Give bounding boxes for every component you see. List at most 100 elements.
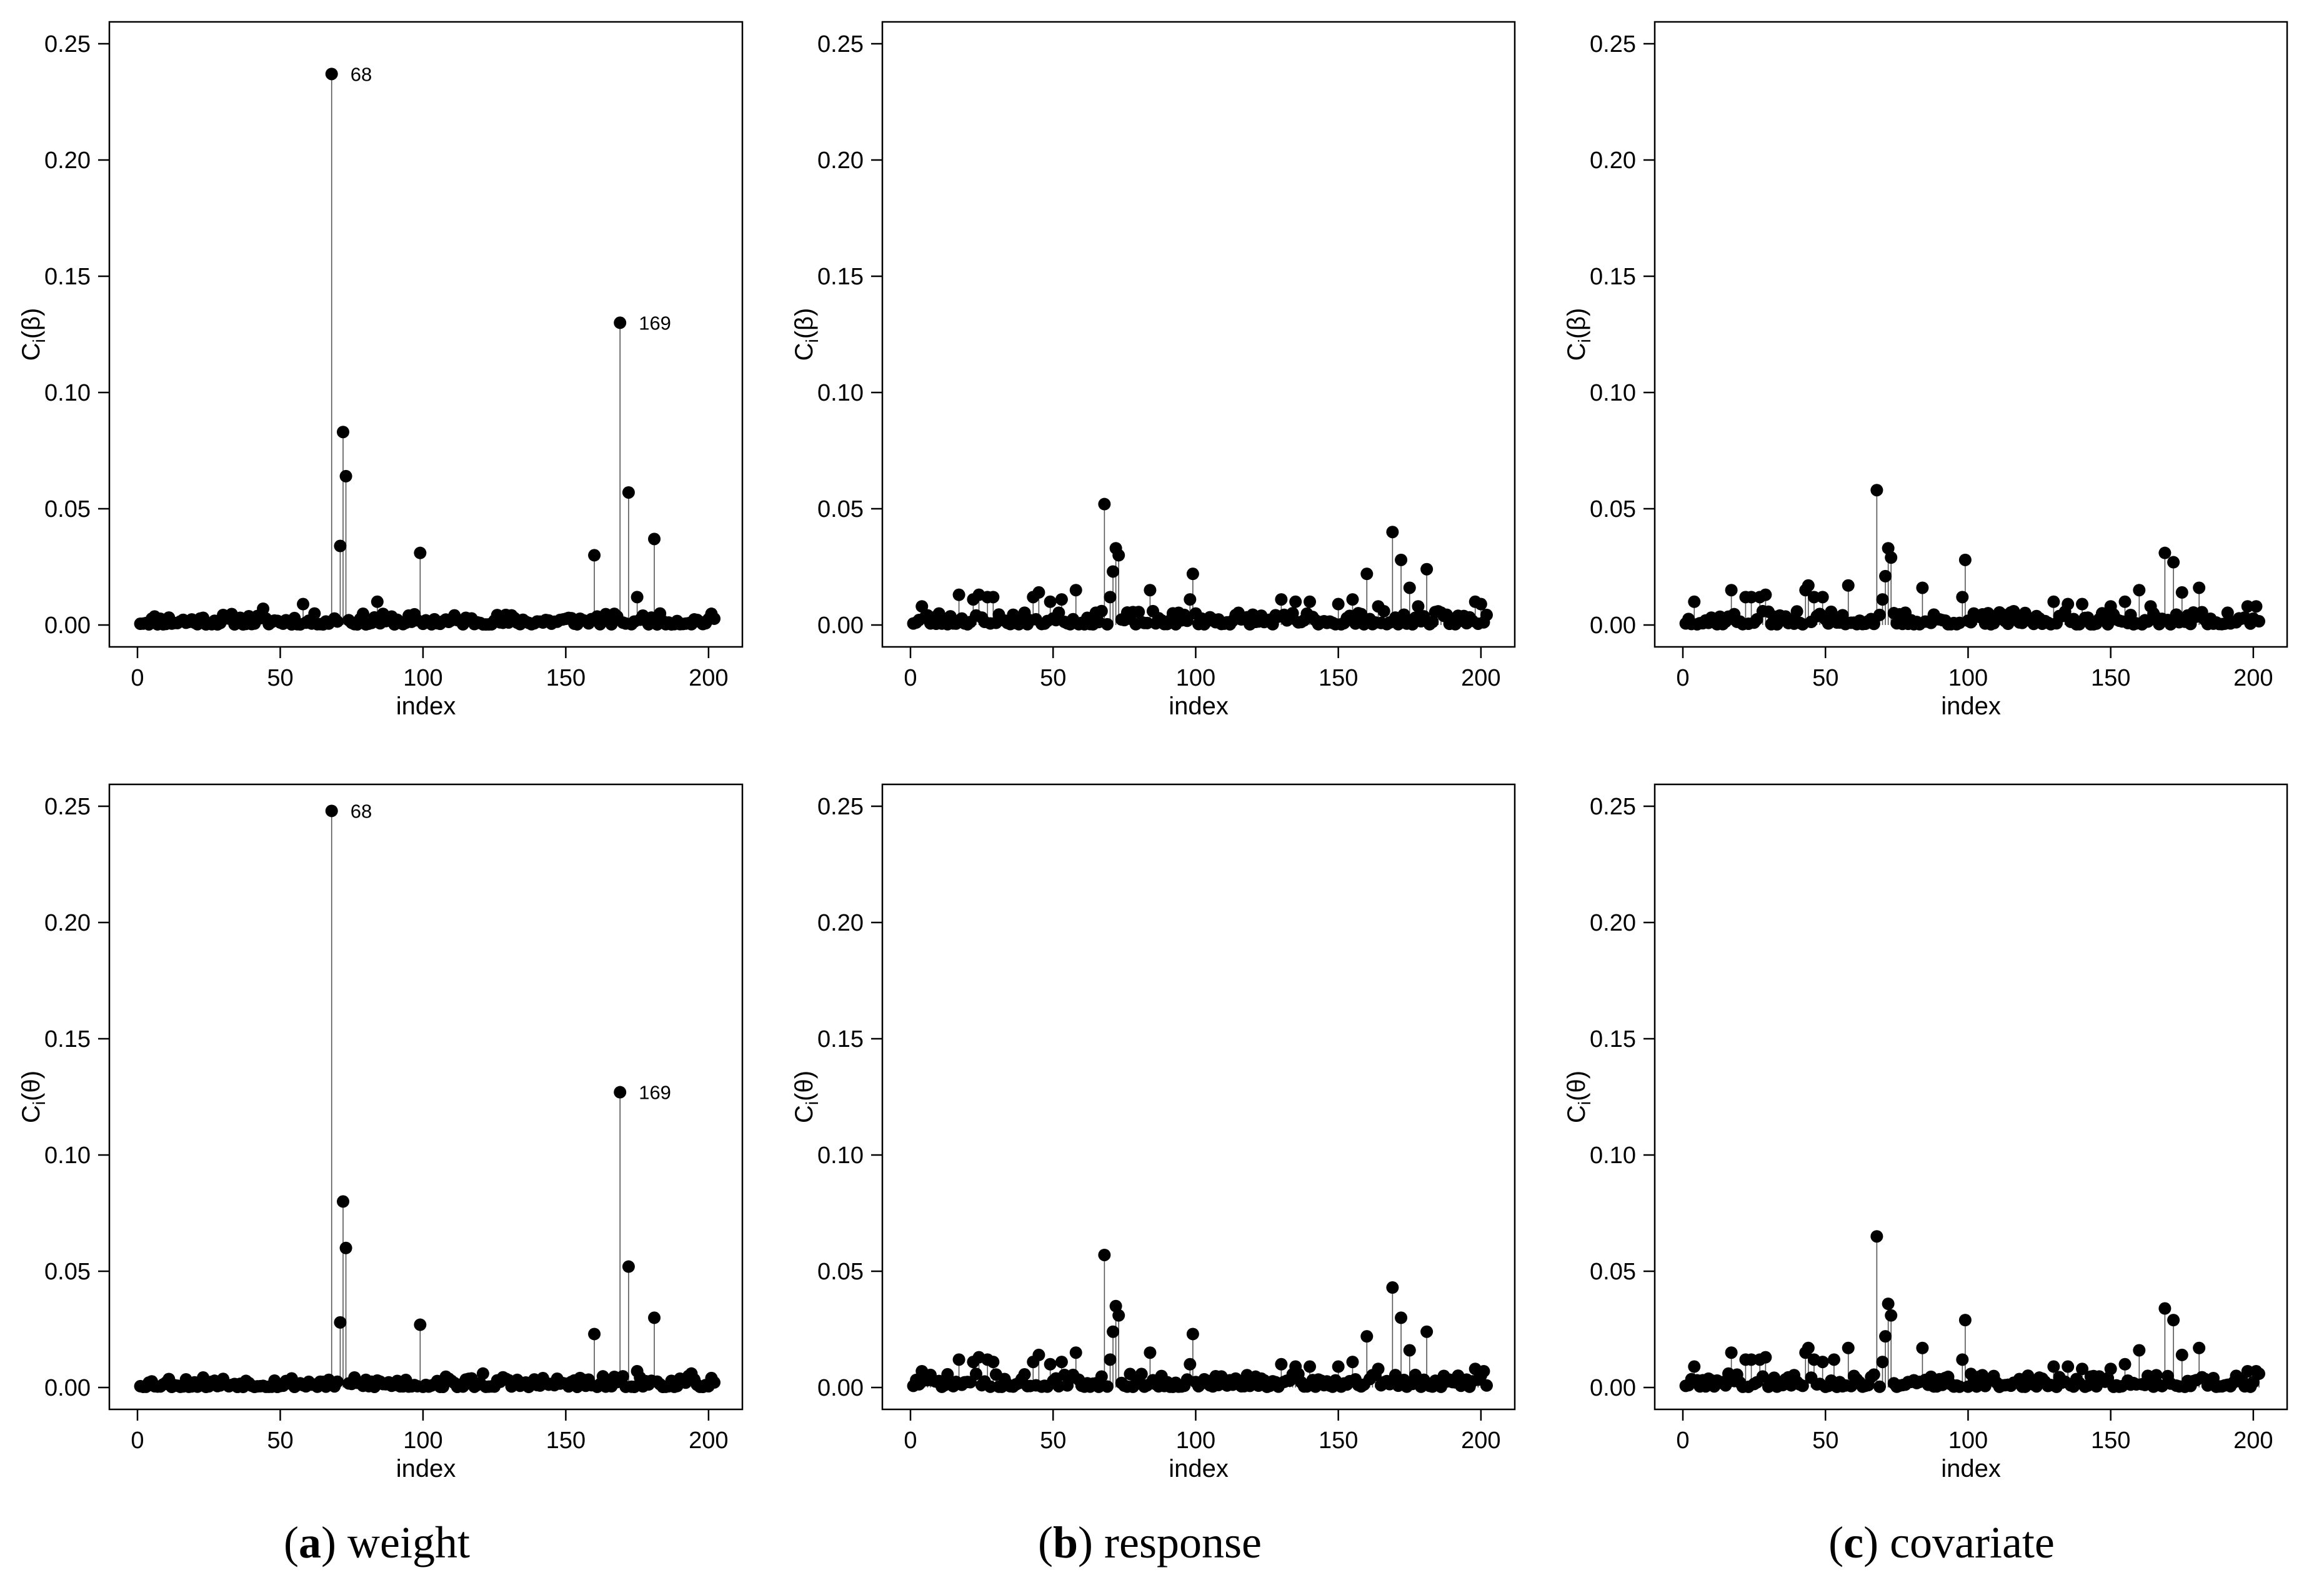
x-tick-label: 200 bbox=[1461, 665, 1500, 691]
data-point bbox=[1688, 1360, 1701, 1373]
subfigure-caption: (c) covariate bbox=[1828, 1518, 2055, 1568]
data-point bbox=[1688, 595, 1701, 608]
y-tick-label: 0.10 bbox=[817, 1142, 864, 1169]
x-tick-label: 0 bbox=[131, 1428, 144, 1454]
plot-frame bbox=[108, 21, 744, 648]
data-points bbox=[907, 1248, 1493, 1393]
y-tick-label: 0.10 bbox=[1590, 380, 1636, 406]
data-point bbox=[1796, 1379, 1809, 1392]
data-point bbox=[1916, 581, 1929, 594]
x-tick-label: 0 bbox=[131, 665, 144, 691]
data-point bbox=[1879, 569, 1892, 582]
data-point bbox=[1474, 598, 1487, 611]
data-point bbox=[1144, 584, 1157, 597]
data-points bbox=[907, 498, 1493, 631]
data-point bbox=[1018, 1368, 1031, 1381]
data-point bbox=[987, 1356, 1000, 1369]
x-tick-label: 0 bbox=[904, 665, 917, 691]
x-tick-label: 100 bbox=[1176, 665, 1215, 691]
data-point bbox=[414, 1318, 427, 1331]
x-tick-label: 100 bbox=[1176, 1428, 1215, 1454]
y-tick-label: 0.25 bbox=[1590, 31, 1636, 58]
y-tick-label: 0.00 bbox=[44, 1375, 91, 1401]
point-label: 68 bbox=[351, 800, 372, 822]
data-point bbox=[984, 1380, 997, 1393]
data-point bbox=[708, 612, 721, 625]
data-point bbox=[2167, 556, 2180, 569]
chart-panel-6: 0.00 0.05 0.10 0.15 0.20 0.25 0 50 100 150 200 inde… bbox=[1563, 783, 2288, 1482]
data-point bbox=[1186, 568, 1199, 581]
chart-panel-4: 0.00 0.05 0.10 0.15 0.20 0.25 0 50 100 150 200 inde… bbox=[17, 783, 744, 1482]
x-tick-label: 50 bbox=[1812, 1428, 1838, 1454]
x-tick-label: 100 bbox=[1948, 1428, 1988, 1454]
y-tick-label: 0.25 bbox=[817, 31, 864, 58]
data-point bbox=[1885, 1309, 1898, 1322]
data-point bbox=[1095, 1370, 1108, 1383]
data-point bbox=[331, 615, 344, 628]
data-point bbox=[1069, 1346, 1082, 1359]
data-point bbox=[708, 1376, 721, 1389]
data-point bbox=[1885, 551, 1898, 564]
data-point bbox=[1044, 1358, 1057, 1371]
data-point bbox=[1104, 1353, 1117, 1366]
data-point bbox=[588, 549, 601, 562]
y-tick-label: 0.15 bbox=[1590, 1026, 1636, 1052]
data-point bbox=[952, 588, 965, 601]
data-point bbox=[1098, 1248, 1111, 1261]
y-tick-label: 0.15 bbox=[817, 1026, 864, 1052]
chart-panel-3: 0.00 0.05 0.10 0.15 0.20 0.25 0 50 100 150 200 inde… bbox=[1563, 21, 2288, 720]
data-point bbox=[1958, 553, 1972, 566]
data-point bbox=[2133, 584, 2146, 597]
data-point bbox=[1420, 1325, 1434, 1338]
data-point bbox=[2250, 600, 2263, 613]
data-point bbox=[257, 602, 270, 615]
data-point bbox=[1275, 593, 1288, 606]
data-point bbox=[952, 1353, 965, 1366]
y-tick-label: 0.20 bbox=[817, 148, 864, 174]
plot-frame bbox=[881, 21, 1516, 648]
y-tick-label: 0.15 bbox=[1590, 264, 1636, 290]
data-point bbox=[1186, 1328, 1199, 1341]
x-tick-label: 50 bbox=[267, 1428, 293, 1454]
data-point bbox=[2133, 1344, 2146, 1357]
data-point bbox=[614, 316, 627, 329]
data-point bbox=[2193, 581, 2206, 594]
data-point bbox=[1395, 1311, 1408, 1324]
y-axis-label: Ci(β) bbox=[1563, 308, 1594, 361]
data-point bbox=[2241, 1364, 2254, 1378]
x-tick-label: 150 bbox=[1319, 1428, 1358, 1454]
x-tick-label: 150 bbox=[546, 1428, 586, 1454]
data-point bbox=[1304, 1360, 1317, 1373]
y-axis-label: Ci(θ) bbox=[790, 1071, 822, 1123]
y-tick-label: 0.00 bbox=[817, 612, 864, 639]
data-point bbox=[2253, 1367, 2265, 1380]
data-point bbox=[308, 607, 321, 620]
y-tick-label: 0.00 bbox=[44, 612, 91, 639]
y-tick-label: 0.25 bbox=[44, 794, 91, 820]
data-point bbox=[1100, 1380, 1114, 1393]
chart-panel-1: 0.00 0.05 0.10 0.15 0.20 0.25 0 50 100 150 200 inde… bbox=[17, 21, 744, 720]
data-point bbox=[1412, 600, 1425, 613]
data-point bbox=[1055, 1356, 1068, 1369]
y-axis-label: Ci(θ) bbox=[17, 1071, 49, 1123]
data-point bbox=[1332, 598, 1345, 611]
point-label: 68 bbox=[351, 63, 372, 85]
data-point bbox=[1725, 1346, 1738, 1359]
data-point bbox=[2118, 1358, 2132, 1371]
spike-lines bbox=[139, 811, 715, 1388]
x-axis-label: index bbox=[1169, 1455, 1229, 1482]
data-point bbox=[1180, 614, 1194, 628]
data-point bbox=[1879, 1330, 1892, 1343]
data-point bbox=[1184, 593, 1197, 606]
data-point bbox=[2253, 615, 2265, 628]
data-point bbox=[1745, 591, 1758, 604]
data-point bbox=[1420, 562, 1434, 576]
x-tick-label: 100 bbox=[403, 665, 442, 691]
y-tick-label: 0.05 bbox=[1590, 496, 1636, 522]
y-tick-label: 0.20 bbox=[1590, 148, 1636, 174]
data-point bbox=[1842, 579, 1855, 592]
data-point bbox=[1386, 526, 1399, 539]
data-point bbox=[2062, 1360, 2075, 1373]
data-point bbox=[1289, 595, 1302, 608]
data-point bbox=[1403, 1344, 1416, 1357]
